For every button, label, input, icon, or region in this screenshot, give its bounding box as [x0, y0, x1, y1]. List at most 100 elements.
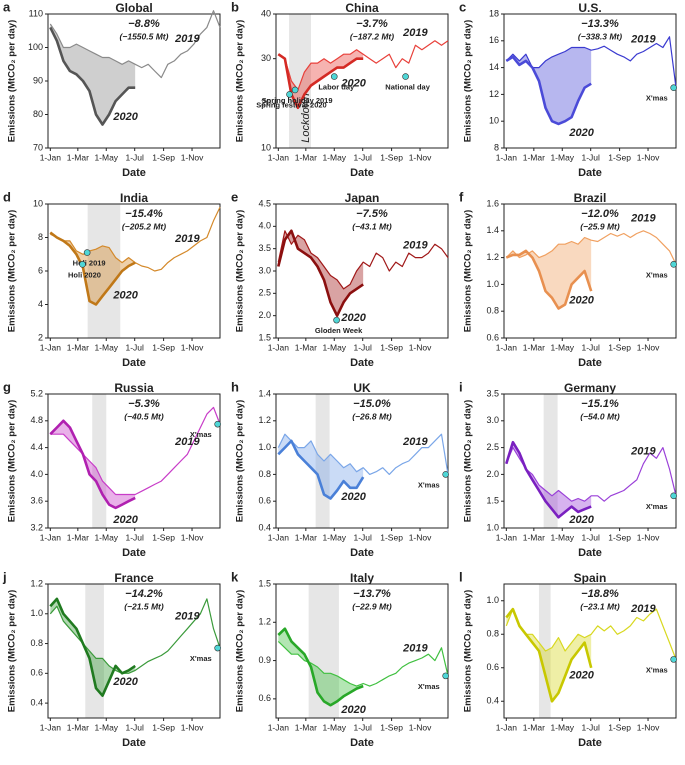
x-tick-label: 1-Jan — [496, 152, 518, 162]
y-tick-label: 4.5 — [258, 198, 271, 208]
x-tick-label: 1-Sep — [608, 532, 631, 542]
x-tick-label: 1-May — [94, 722, 118, 732]
y-tick-label: 1.0 — [486, 279, 499, 289]
series-line — [277, 640, 449, 687]
y-tick-label: 1.2 — [258, 415, 271, 425]
change-mt: (−26.8 Mt) — [352, 411, 392, 421]
series-label: 2019 — [630, 603, 656, 615]
difference-area — [278, 49, 364, 108]
y-tick-label: 3.5 — [258, 243, 271, 253]
x-tick-label: 1-Jul — [353, 722, 372, 732]
y-tick-label: 0.4 — [258, 522, 271, 532]
x-tick-label: 1-Mar — [67, 342, 89, 352]
panel-letter: k — [231, 569, 239, 584]
x-tick-label: 1-Nov — [409, 342, 432, 352]
change-percent: −7.5% — [356, 208, 388, 220]
y-tick-label: 1.4 — [486, 225, 499, 235]
y-axis-label: Emissions (MtCO₂ per day) — [463, 210, 474, 332]
change-mt: (−205.2 Mt) — [122, 221, 166, 231]
y-tick-label: 2 — [38, 332, 43, 342]
plot-frame — [275, 393, 449, 529]
x-axis-label: Date — [578, 547, 602, 559]
plot-frame — [503, 393, 677, 529]
change-mt: (−40.5 Mt) — [124, 411, 164, 421]
y-tick-label: 4.0 — [258, 221, 271, 231]
series-line — [277, 439, 365, 500]
y-tick-label: 1.5 — [258, 578, 271, 588]
x-tick-label: 1-Jan — [40, 722, 62, 732]
series-label: 2020 — [568, 294, 594, 306]
x-axis-label: Date — [578, 737, 602, 749]
x-axis-label: Date — [578, 357, 602, 369]
change-percent: −5.3% — [128, 398, 160, 410]
event-label: Labor day — [318, 83, 355, 92]
change-percent: −13.3% — [581, 18, 619, 30]
series-line — [505, 230, 677, 265]
y-tick-label: 1.2 — [258, 617, 271, 627]
y-tick-label: 6 — [38, 265, 43, 275]
x-tick-label: 1-Nov — [637, 152, 660, 162]
y-tick-label: 4.4 — [30, 442, 43, 452]
y-tick-label: 0.8 — [30, 638, 43, 648]
series-label: 2019 — [174, 233, 200, 245]
chart-title: Brazil — [574, 191, 607, 205]
y-axis-label: Emissions (MtCO₂ per day) — [7, 210, 18, 332]
x-tick-label: 1-Jul — [125, 342, 144, 352]
x-tick-label: 1-Mar — [295, 152, 317, 162]
panel-letter: c — [459, 0, 466, 14]
x-tick-label: 1-May — [94, 152, 118, 162]
panel-letter: f — [459, 189, 464, 204]
x-tick-label: 1-May — [550, 342, 574, 352]
change-percent: −8.8% — [128, 18, 160, 30]
change-mt: (−22.9 Mt) — [352, 601, 392, 611]
y-tick-label: 16 — [489, 35, 499, 45]
y-tick-label: 90 — [33, 75, 43, 85]
event-label: Gloden Week — [315, 326, 363, 335]
y-tick-label: 12 — [489, 89, 499, 99]
y-tick-label: 1.0 — [258, 442, 271, 452]
plot-frame — [503, 583, 677, 719]
series-label: 2019 — [402, 27, 428, 39]
x-tick-label: 1-Mar — [523, 342, 545, 352]
series-line — [505, 249, 593, 310]
x-tick-label: 1-Mar — [523, 532, 545, 542]
x-tick-label: 1-May — [322, 532, 346, 542]
y-axis-label: Emissions (MtCO₂ per day) — [463, 590, 474, 712]
y-tick-label: 110 — [29, 8, 43, 18]
y-tick-label: 14 — [489, 62, 499, 72]
x-tick-label: 1-Nov — [181, 342, 204, 352]
panel-letter: l — [459, 569, 463, 584]
series-line — [49, 598, 221, 674]
shade-label: Lockdown — [300, 93, 312, 143]
change-percent: −3.7% — [356, 18, 388, 30]
series-line — [50, 406, 221, 496]
x-axis-label: Date — [350, 357, 374, 369]
x-tick-label: 1-Sep — [380, 152, 403, 162]
lockdown-shade — [289, 14, 311, 148]
y-axis-label: Emissions (MtCO₂ per day) — [7, 400, 18, 522]
x-tick-label: 1-Sep — [380, 532, 403, 542]
y-axis-label: Emissions (MtCO₂ per day) — [235, 210, 246, 332]
y-tick-label: 3.0 — [486, 415, 499, 425]
y-tick-label: 3.5 — [486, 388, 499, 398]
change-mt: (−54.0 Mt) — [580, 411, 620, 421]
x-tick-label: 1-May — [94, 342, 118, 352]
event-label: X'mas — [190, 430, 212, 439]
y-tick-label: 10 — [33, 198, 43, 208]
y-tick-label: 1.5 — [486, 496, 499, 506]
series-line — [505, 55, 592, 126]
event-label: Holi 2019 — [73, 259, 106, 268]
y-axis-label: Emissions (MtCO₂ per day) — [7, 20, 18, 142]
y-axis-label: Emissions (MtCO₂ per day) — [463, 400, 474, 522]
y-axis-label: Emissions (MtCO₂ per day) — [7, 590, 18, 712]
plot-frame — [275, 583, 449, 719]
chart-title: Germany — [564, 381, 616, 395]
y-tick-label: 1.0 — [486, 522, 499, 532]
panel-letter: h — [231, 379, 239, 394]
y-tick-label: 0.8 — [486, 306, 499, 316]
x-tick-label: 1-Sep — [152, 152, 175, 162]
difference-area — [506, 609, 592, 702]
plot-frame — [47, 393, 221, 529]
x-tick-label: 1-Jan — [496, 342, 518, 352]
series-line — [49, 597, 136, 697]
